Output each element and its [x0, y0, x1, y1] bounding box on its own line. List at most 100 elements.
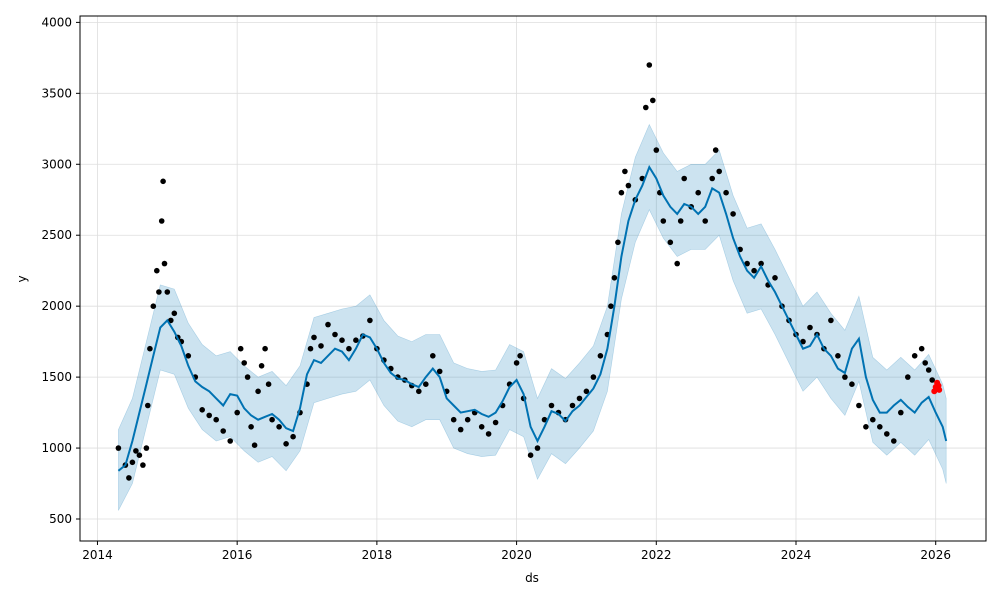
observed-point [925, 367, 932, 373]
observed-point [115, 445, 122, 451]
observed-point [807, 324, 813, 331]
observed-point [234, 409, 240, 416]
observed-point [436, 368, 443, 375]
observed-point [622, 168, 628, 175]
observed-point [513, 360, 520, 366]
observed-point [911, 353, 918, 359]
observed-point [133, 448, 139, 454]
observed-point [884, 431, 890, 437]
observed-point [709, 175, 715, 182]
y-tick-label: 1000 [41, 441, 72, 455]
y-tick-label: 4000 [41, 15, 72, 29]
observed-point [430, 353, 436, 359]
observed-point [856, 402, 862, 409]
observed-point [346, 345, 352, 352]
observed-point [140, 462, 146, 468]
observed-point [723, 189, 729, 196]
observed-point [702, 218, 708, 224]
recent-points-layer [931, 379, 943, 395]
observed-point [311, 334, 317, 341]
y-tick-label: 3500 [41, 86, 72, 100]
observed-point [290, 433, 296, 440]
observed-point [161, 260, 168, 267]
observed-point [905, 374, 911, 380]
observed-point [237, 345, 244, 352]
observed-point [650, 97, 656, 104]
observed-point [625, 182, 632, 189]
uncertainty-band [118, 123, 947, 511]
forecast-line-layer [117, 164, 948, 472]
observed-point [712, 147, 719, 153]
observed-point [922, 360, 928, 366]
observed-point [918, 345, 925, 352]
observed-point [576, 395, 583, 402]
y-tick-label: 2000 [41, 299, 72, 313]
observed-point [248, 424, 254, 430]
observed-point [646, 62, 653, 68]
observed-point [171, 310, 178, 317]
observed-point [325, 321, 331, 328]
observed-point [307, 345, 314, 352]
observed-point [643, 104, 649, 111]
x-tick-label: 2018 [362, 548, 393, 562]
observed-point [164, 289, 171, 295]
observed-point [492, 419, 499, 426]
observed-point [145, 402, 151, 409]
observed-point [677, 218, 684, 224]
observed-point [485, 431, 492, 437]
grid-lines [80, 16, 986, 541]
observed-point [367, 317, 373, 324]
observed-point [615, 239, 621, 246]
observed-point [863, 424, 869, 430]
observed-point [143, 445, 150, 451]
observed-point [758, 260, 764, 267]
x-axis-label: ds [525, 571, 539, 585]
observed-point [569, 402, 576, 409]
x-tick-label: 2016 [222, 548, 253, 562]
observed-point [154, 267, 160, 274]
observed-point [185, 353, 192, 359]
observed-point [332, 331, 338, 338]
observed-point [667, 239, 674, 246]
uncertainty-band-layer [118, 123, 947, 511]
observed-point [835, 353, 841, 359]
observed-point [258, 363, 265, 369]
observed-point [478, 424, 485, 430]
observed-point [255, 388, 261, 395]
observed-point [681, 175, 687, 182]
observed-point [929, 377, 935, 383]
observed-point [842, 374, 848, 380]
observed-point [541, 416, 548, 423]
observed-point [136, 452, 143, 459]
observed-point [265, 381, 272, 388]
observed-point [283, 441, 289, 447]
x-tick-label: 2026 [920, 548, 951, 562]
observed-point [276, 424, 282, 430]
observed-point [772, 275, 778, 281]
observed-point [199, 407, 205, 413]
x-axis-ticks: 2014 2016 2018 2020 2022 2024 2026 [82, 541, 951, 562]
observed-point [213, 416, 219, 423]
observed-point [156, 289, 162, 295]
observed-point [318, 343, 324, 349]
observed-point [450, 416, 457, 423]
observed-point [262, 345, 268, 352]
observed-point [220, 428, 226, 434]
observed-point [227, 438, 233, 444]
plot-area-frame [79, 15, 987, 542]
recent-point [936, 386, 943, 393]
forecast-line [117, 164, 948, 472]
observed-point [464, 416, 471, 423]
y-axis-ticks: 500 1000 1500 2000 2500 3000 3500 4000 [41, 15, 80, 526]
x-tick-label: 2020 [501, 548, 532, 562]
observed-point [730, 211, 736, 217]
observed-point [716, 168, 722, 175]
observed-point [597, 353, 604, 359]
observed-point [744, 260, 750, 267]
observed-point [891, 438, 897, 444]
observed-point [158, 218, 165, 224]
observed-point [517, 353, 523, 359]
observed-point [828, 317, 834, 324]
y-axis-label: y [15, 275, 29, 282]
observed-point [849, 381, 855, 388]
